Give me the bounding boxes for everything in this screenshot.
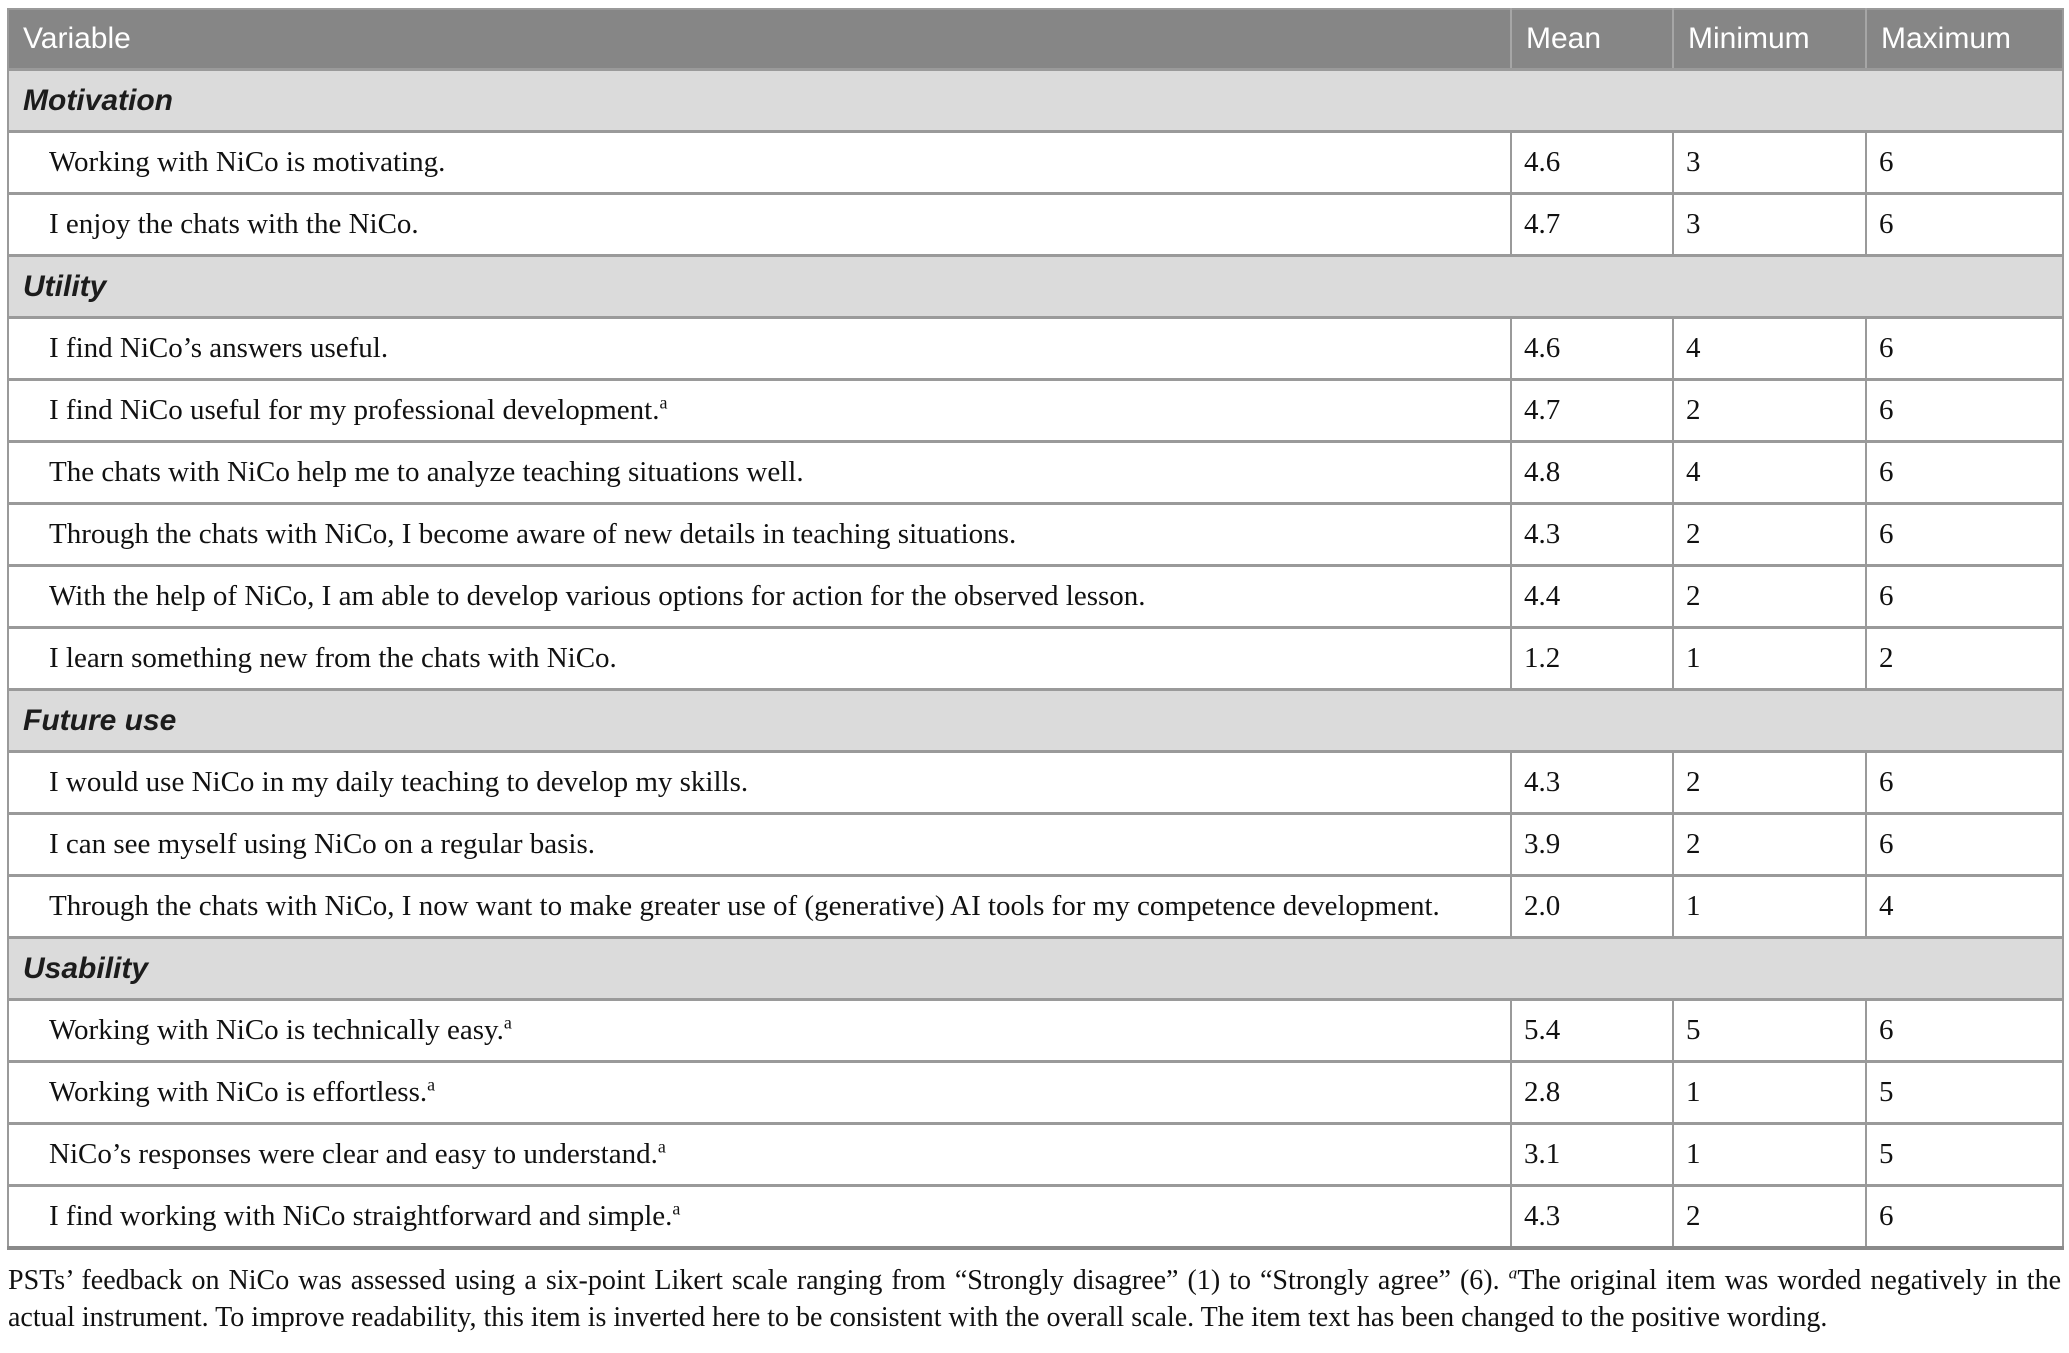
footnote-marker: a	[659, 392, 668, 413]
maximum-value: 6	[1865, 130, 2064, 195]
minimum-value: 2	[1672, 378, 1867, 443]
item-text: Through the chats with NiCo, I now want …	[7, 874, 1512, 939]
mean-value: 3.9	[1510, 812, 1674, 877]
minimum-value: 4	[1672, 316, 1867, 381]
table-row: Through the chats with NiCo, I become aw…	[7, 502, 2064, 567]
item-text: Working with NiCo is effortless.a	[7, 1060, 1512, 1125]
mean-value: 4.4	[1510, 564, 1674, 629]
footnote-marker: a	[1508, 1263, 1518, 1283]
maximum-value: 2	[1865, 626, 2064, 691]
item-text: NiCo’s responses were clear and easy to …	[7, 1122, 1512, 1187]
footnote-marker: a	[503, 1012, 512, 1033]
maximum-value: 5	[1865, 1060, 2064, 1125]
footnote-marker: a	[657, 1136, 666, 1157]
maximum-value: 6	[1865, 316, 2064, 381]
mean-value: 3.1	[1510, 1122, 1674, 1187]
minimum-value: 1	[1672, 1060, 1867, 1125]
column-header-mean: Mean	[1510, 9, 1673, 71]
item-text: I would use NiCo in my daily teaching to…	[7, 750, 1512, 815]
item-text: I can see myself using NiCo on a regular…	[7, 812, 1512, 877]
mean-value: 1.2	[1510, 626, 1674, 691]
mean-value: 4.7	[1510, 192, 1674, 257]
minimum-value: 3	[1672, 130, 1867, 195]
mean-value: 4.7	[1510, 378, 1674, 443]
column-header-minimum: Minimum	[1672, 9, 1866, 71]
mean-value: 4.6	[1510, 130, 1674, 195]
item-text: I find NiCo useful for my professional d…	[7, 378, 1512, 443]
section-row: Usability	[8, 936, 2063, 1001]
maximum-value: 6	[1865, 192, 2064, 257]
minimum-value: 5	[1672, 998, 1867, 1063]
maximum-value: 6	[1865, 998, 2064, 1063]
minimum-value: 2	[1672, 502, 1867, 567]
minimum-value: 2	[1672, 812, 1867, 877]
column-header-variable: Variable	[8, 9, 1511, 71]
minimum-value: 1	[1672, 874, 1867, 939]
item-text: With the help of NiCo, I am able to deve…	[7, 564, 1512, 629]
section-title: Usability	[8, 936, 2063, 1001]
minimum-value: 2	[1672, 750, 1867, 815]
minimum-value: 4	[1672, 440, 1867, 505]
maximum-value: 6	[1865, 378, 2064, 443]
mean-value: 4.3	[1510, 1184, 1674, 1250]
mean-value: 4.3	[1510, 750, 1674, 815]
item-text: Through the chats with NiCo, I become aw…	[7, 502, 1512, 567]
mean-value: 5.4	[1510, 998, 1674, 1063]
mean-value: 4.3	[1510, 502, 1674, 567]
minimum-value: 2	[1672, 1184, 1867, 1250]
table-row: I find NiCo’s answers useful. 4.6 4 6	[7, 316, 2064, 381]
column-header-maximum: Maximum	[1865, 9, 2063, 71]
table-row: I learn something new from the chats wit…	[7, 626, 2064, 691]
section-row: Motivation	[8, 68, 2063, 133]
table-row: I would use NiCo in my daily teaching to…	[7, 750, 2064, 815]
feedback-statistics-table: Variable Mean Minimum Maximum Motivation…	[7, 8, 2064, 1250]
item-text: I find NiCo’s answers useful.	[7, 316, 1512, 381]
minimum-value: 3	[1672, 192, 1867, 257]
footnote-marker: a	[672, 1198, 681, 1219]
item-text: I learn something new from the chats wit…	[7, 626, 1512, 691]
table-row: Working with NiCo is effortless.a 2.8 1 5	[7, 1060, 2064, 1125]
minimum-value: 1	[1672, 1122, 1867, 1187]
section-title: Utility	[8, 254, 2063, 319]
item-text: The chats with NiCo help me to analyze t…	[7, 440, 1512, 505]
mean-value: 4.6	[1510, 316, 1674, 381]
table-row: The chats with NiCo help me to analyze t…	[7, 440, 2064, 505]
table-row: I can see myself using NiCo on a regular…	[7, 812, 2064, 877]
table-row: Working with NiCo is technically easy.a 5…	[7, 998, 2064, 1063]
item-text: Working with NiCo is motivating.	[7, 130, 1512, 195]
footnote-marker: a	[427, 1074, 436, 1095]
table-row: Through the chats with NiCo, I now want …	[7, 874, 2064, 939]
maximum-value: 6	[1865, 564, 2064, 629]
table-row: Working with NiCo is motivating. 4.6 3 6	[7, 130, 2064, 195]
maximum-value: 4	[1865, 874, 2064, 939]
maximum-value: 6	[1865, 440, 2064, 505]
minimum-value: 2	[1672, 564, 1867, 629]
mean-value: 2.0	[1510, 874, 1674, 939]
footnote-text-after: The original item was worded negatively …	[8, 1265, 2061, 1333]
item-text: Working with NiCo is technically easy.a	[7, 998, 1512, 1063]
header-row: Variable Mean Minimum Maximum	[8, 9, 2063, 71]
section-title: Motivation	[8, 68, 2063, 133]
table-row: I find working with NiCo straightforward…	[7, 1184, 2064, 1250]
mean-value: 2.8	[1510, 1060, 1674, 1125]
footnote-text-before: PSTs’ feedback on NiCo was assessed usin…	[8, 1265, 1509, 1296]
maximum-value: 6	[1865, 750, 2064, 815]
maximum-value: 6	[1865, 1184, 2064, 1250]
maximum-value: 6	[1865, 502, 2064, 567]
section-title: Future use	[8, 688, 2063, 753]
table-row: With the help of NiCo, I am able to deve…	[7, 564, 2064, 629]
table-row: I enjoy the chats with the NiCo. 4.7 3 6	[7, 192, 2064, 257]
section-row: Utility	[8, 254, 2063, 319]
table-row: NiCo’s responses were clear and easy to …	[7, 1122, 2064, 1187]
item-text: I find working with NiCo straightforward…	[7, 1184, 1512, 1250]
maximum-value: 6	[1865, 812, 2064, 877]
maximum-value: 5	[1865, 1122, 2064, 1187]
item-text: I enjoy the chats with the NiCo.	[7, 192, 1512, 257]
table-footnote: PSTs’ feedback on NiCo was assessed usin…	[8, 1263, 2061, 1337]
mean-value: 4.8	[1510, 440, 1674, 505]
section-row: Future use	[8, 688, 2063, 753]
table-row: I find NiCo useful for my professional d…	[7, 378, 2064, 443]
minimum-value: 1	[1672, 626, 1867, 691]
